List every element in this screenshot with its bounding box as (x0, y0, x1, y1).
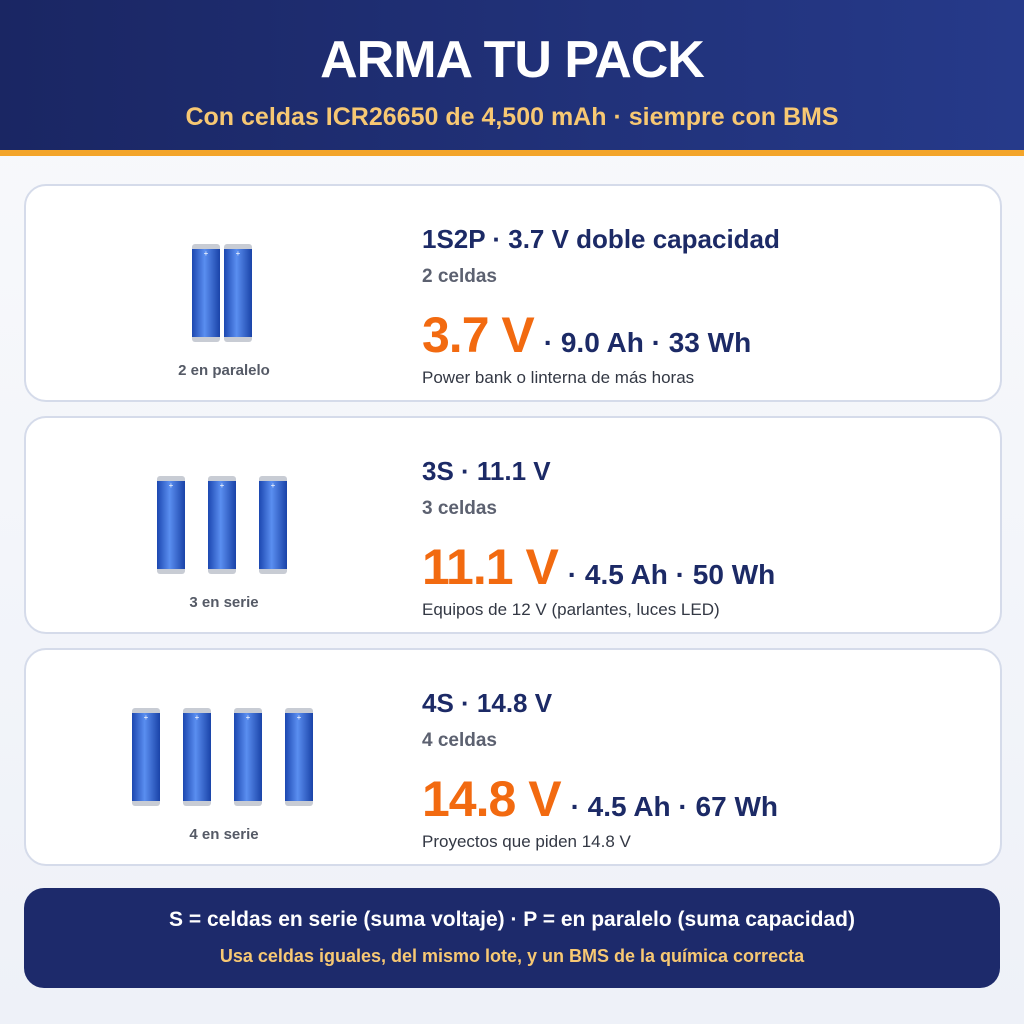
cell-count: 3 celdas (422, 498, 497, 519)
details: · 4.5 Ah · 50 Wh (567, 559, 776, 590)
cell-count: 4 celdas (422, 730, 497, 751)
use-case: Power bank o linterna de más horas (422, 368, 695, 387)
specs: 3.7 V · 9.0 Ah · 33 Wh (422, 306, 751, 364)
cells-label: 2 en paralelo (178, 362, 270, 379)
header: ARMA TU PACK Con celdas ICR26650 de 4,50… (0, 0, 1024, 156)
card: 4 en serie 4S · 14.8 V 4 celdas 14.8 V · … (24, 648, 1002, 866)
voltage: 3.7 V (422, 307, 535, 363)
card: 3 en serie 3S · 11.1 V 3 celdas 11.1 V · … (24, 416, 1002, 634)
voltage: 14.8 V (422, 771, 562, 827)
voltage: 11.1 V (422, 539, 559, 595)
details: · 4.5 Ah · 67 Wh (570, 791, 778, 822)
cells-label: 4 en serie (189, 826, 259, 843)
legend-note: S = celdas en serie (suma voltaje) · P =… (169, 908, 855, 931)
subtitle: Con celdas ICR26650 de 4,500 mAh · siemp… (185, 103, 839, 131)
specs: 11.1 V · 4.5 Ah · 50 Wh (422, 538, 775, 596)
tip: Usa celdas iguales, del mismo lote, y un… (219, 946, 805, 966)
specs: 14.8 V · 4.5 Ah · 67 Wh (422, 770, 778, 828)
card: 2 en paralelo 1S2P · 3.7 V doble capacid… (24, 184, 1002, 402)
cell-count: 2 celdas (422, 266, 497, 287)
use-case: Proyectos que piden 14.8 V (422, 832, 631, 851)
cells-label: 3 en serie (189, 594, 259, 611)
title: ARMA TU PACK (320, 31, 705, 89)
details: · 9.0 Ah · 33 Wh (543, 327, 752, 358)
footer: S = celdas en serie (suma voltaje) · P =… (24, 888, 1000, 988)
use-case: Equipos de 12 V (parlantes, luces LED) (422, 600, 720, 619)
card-title: 1S2P · 3.7 V doble capacidad (422, 224, 780, 254)
card-title: 4S · 14.8 V (422, 688, 553, 718)
card-title: 3S · 11.1 V (422, 456, 551, 486)
